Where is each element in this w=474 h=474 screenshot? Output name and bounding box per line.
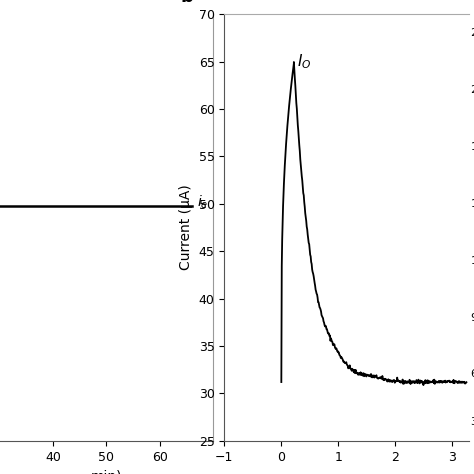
- Y-axis label: Current (μA): Current (μA): [179, 185, 193, 270]
- Text: 9: 9: [470, 312, 474, 323]
- Text: 15: 15: [470, 199, 474, 209]
- Text: 18: 18: [470, 142, 474, 152]
- Text: i$_e$: i$_e$: [197, 193, 209, 210]
- Text: 12: 12: [470, 255, 474, 266]
- Text: b: b: [180, 0, 193, 6]
- Text: 24: 24: [470, 28, 474, 38]
- Text: I$_O$: I$_O$: [297, 52, 312, 71]
- Text: 6: 6: [470, 369, 474, 380]
- Text: 21: 21: [470, 85, 474, 95]
- X-axis label: min): min): [91, 469, 122, 474]
- Text: 3: 3: [470, 417, 474, 427]
